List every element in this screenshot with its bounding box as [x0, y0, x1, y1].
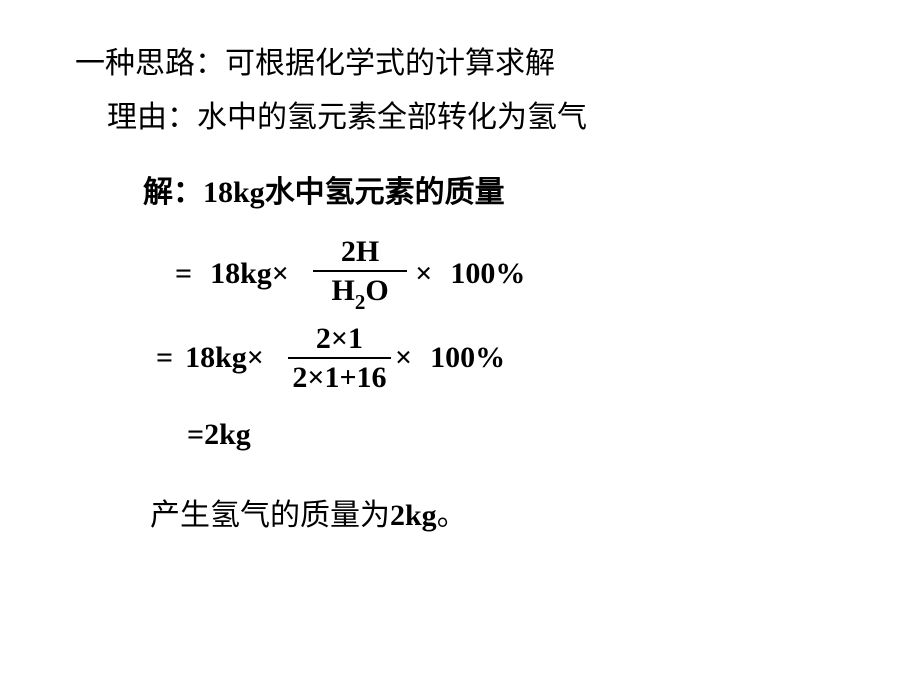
fraction-2: 2×1 2×1+16 — [288, 322, 391, 394]
conclusion-text: 产生氢气的质量为2kg。 — [150, 490, 467, 534]
eq1-times2: × — [415, 257, 432, 291]
mass-value: 18kg — [203, 176, 265, 209]
equals-sign-2: = — [156, 341, 173, 375]
eq1-mass: 18kg — [210, 257, 272, 290]
frac1-sub: 2 — [355, 290, 366, 314]
conclusion-prefix: 产生氢气的质量为 — [150, 499, 390, 532]
equation-1: = 18kg× 2H H2O × 100% — [175, 235, 525, 312]
fraction-1: 2H H2O — [313, 235, 407, 312]
eq2-percent: 100% — [430, 341, 505, 375]
reason-text: 理由：水中的氢元素全部转化为氢气 — [107, 92, 587, 136]
conclusion-mass: 2kg — [390, 499, 437, 532]
eq2-times1: × — [247, 341, 264, 374]
equation-2: = 18kg× 2×1 2×1+16 × 100% — [156, 322, 505, 394]
frac1-o: O — [365, 274, 388, 307]
conclusion-suffix: 。 — [437, 499, 467, 532]
eq2-mass: 18kg — [185, 341, 247, 374]
eq2-times2: × — [395, 341, 412, 375]
eq1-times1: × — [272, 257, 289, 290]
equation-3: =2kg — [187, 418, 251, 452]
frac2-denominator: 2×1+16 — [292, 359, 386, 394]
eq2-prefix: 18kg× — [185, 341, 264, 375]
frac1-h: H — [331, 274, 354, 307]
eq1-percent: 100% — [450, 257, 525, 291]
solution-line: 解：18kg水中氢元素的质量 — [143, 167, 505, 211]
solution-prefix: 解： — [143, 176, 203, 209]
approach-heading: 一种思路：可根据化学式的计算求解 — [75, 38, 555, 82]
equals-sign: = — [175, 257, 192, 291]
frac1-numerator: 2H — [313, 235, 407, 272]
frac2-numerator: 2×1 — [288, 322, 391, 359]
eq1-prefix: 18kg× — [210, 257, 289, 291]
frac1-denominator: H2O — [331, 272, 388, 312]
solution-suffix: 水中氢元素的质量 — [265, 176, 505, 209]
